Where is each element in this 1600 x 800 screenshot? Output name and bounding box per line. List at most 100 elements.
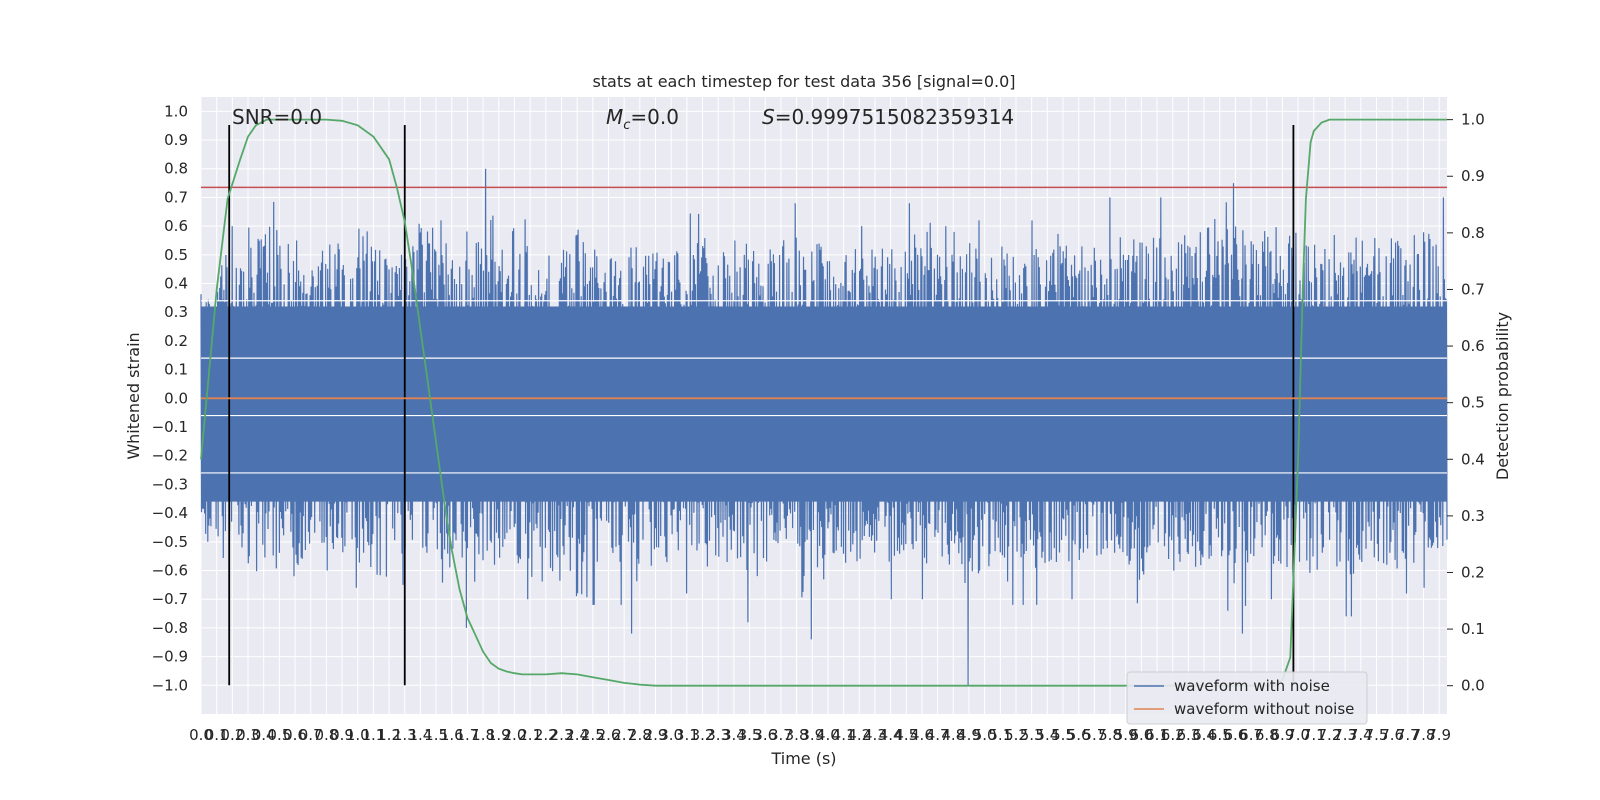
y-tick-label: −0.8: [152, 619, 188, 637]
x-tick-label: 3.2: [691, 726, 715, 744]
y-right-tick-label: 0.3: [1461, 507, 1485, 525]
x-tick-label: 2.5: [581, 726, 605, 744]
x-tick-label: 6.1: [1145, 726, 1169, 744]
x-tick-label: 5.9: [1114, 726, 1138, 744]
x-axis-label: Time (s): [770, 749, 836, 768]
legend-label-clean: waveform without noise: [1174, 700, 1354, 718]
x-tick-label: 2.9: [644, 726, 668, 744]
probability-line: [200, 118, 1447, 687]
y-right-tick-label: 0.6: [1461, 337, 1485, 355]
x-tick-label: 7.6: [1380, 726, 1404, 744]
x-tick-label: 2.6: [597, 726, 621, 744]
y-right-tick-label: 0.1: [1461, 620, 1485, 638]
y-right-tick-label: 0.9: [1461, 167, 1485, 185]
snr-annotation: SNR=0.0: [232, 105, 322, 129]
x-tick-label: 1.2: [377, 726, 401, 744]
y-tick-label: −0.3: [152, 475, 188, 493]
x-tick-label: 2.3: [550, 726, 574, 744]
legend-label-noise: waveform with noise: [1174, 677, 1330, 695]
x-tick-label: 0.9: [330, 726, 354, 744]
x-tick-label: 5.7: [1082, 726, 1106, 744]
x-tick-label: 0.6: [283, 726, 307, 744]
x-tick-label: 4.6: [910, 726, 934, 744]
y-tick-label: 0.5: [164, 246, 188, 264]
y-axis-label: Whitened strain: [124, 332, 143, 459]
x-tick-label: 2.4: [565, 726, 589, 744]
x-tick-label: 3.3: [706, 726, 730, 744]
x-tick-label: 4.7: [926, 726, 950, 744]
x-tick-label: 5.0: [973, 726, 997, 744]
x-tick-label: 4.8: [941, 726, 965, 744]
x-tick-label: 7.0: [1286, 726, 1310, 744]
y-tick-label: 0.2: [164, 332, 188, 350]
legend: waveform with noise waveform without noi…: [1126, 671, 1368, 725]
x-tick-label: 4.1: [832, 726, 856, 744]
x-tick-label: 0.2: [220, 726, 244, 744]
x-tick-label: 1.8: [471, 726, 495, 744]
x-tick-label: 7.2: [1318, 726, 1342, 744]
y-tick-label: 0.4: [164, 275, 188, 293]
noise-dense-band: [201, 306, 1447, 502]
x-tick-label: 3.0: [659, 726, 683, 744]
x-tick-label: 4.5: [894, 726, 918, 744]
x-tick-label: 1.5: [424, 726, 448, 744]
x-tick-label: 6.3: [1176, 726, 1200, 744]
y-tick-labels: 1.0 0.9 0.8 0.7 0.6 0.5 0.4 0.3 0.2 0.1 0.0 −0.1 −0.…: [152, 102, 188, 694]
x-tick-label: 4.2: [847, 726, 871, 744]
y-tick-label: −0.5: [152, 533, 188, 551]
x-tick-label: 0.3: [236, 726, 260, 744]
x-tick-label: 7.3: [1333, 726, 1357, 744]
x-tick-label: 3.9: [800, 726, 824, 744]
x-tick-label: 4.4: [879, 726, 903, 744]
y-tick-label: −0.9: [152, 648, 188, 666]
x-tick-label: 6.2: [1161, 726, 1185, 744]
y-tick-label: 0.3: [164, 303, 188, 321]
x-tick-label: 0.7: [299, 726, 323, 744]
y-right-tick-label: 0.2: [1461, 563, 1485, 581]
y-tick-label: 0.1: [164, 361, 188, 379]
x-tick-label: 5.8: [1098, 726, 1122, 744]
x-tick-label: 7.8: [1412, 726, 1436, 744]
y-tick-label: 0.6: [164, 217, 188, 235]
s-symbol: S: [762, 105, 775, 129]
y-tick-label: 1.0: [164, 102, 188, 120]
x-tick-label: 7.7: [1396, 726, 1420, 744]
y-tick-label: −0.2: [152, 447, 188, 465]
x-tick-label: 5.2: [1004, 726, 1028, 744]
x-tick-label: 6.9: [1271, 726, 1295, 744]
y-right-tick-label: 0.0: [1461, 677, 1485, 695]
x-tick-label: 1.7: [456, 726, 480, 744]
mc-value: =0.0: [630, 105, 679, 129]
x-tick-label: 5.6: [1067, 726, 1091, 744]
y-right-tick-label: 0.5: [1461, 394, 1485, 412]
x-tick-label: 5.5: [1051, 726, 1075, 744]
x-tick-label: 0.8: [314, 726, 338, 744]
x-tick-label: 3.6: [753, 726, 777, 744]
mc-annotation: Mc=0.0: [606, 105, 679, 133]
x-tick-label: 6.7: [1239, 726, 1263, 744]
x-tick-label: 7.9: [1427, 726, 1451, 744]
y-tick-label: 0.8: [164, 160, 188, 178]
y-tick-label: −0.6: [152, 562, 188, 580]
y-tick-label: −0.7: [152, 590, 188, 608]
x-tick-label: 0.1: [205, 726, 229, 744]
x-tick-label: 4.0: [816, 726, 840, 744]
x-tick-label: 0.0: [189, 726, 213, 744]
x-tick-label: 1.0: [346, 726, 370, 744]
y-tick-label: −0.4: [152, 504, 188, 522]
x-tick-label: 6.6: [1223, 726, 1247, 744]
x-tick-label: 7.5: [1365, 726, 1389, 744]
y-tick-label: 0.9: [164, 131, 188, 149]
x-tick-label: 3.5: [738, 726, 762, 744]
y-right-tick-label: 0.8: [1461, 224, 1485, 242]
y-tick-label: 0.0: [164, 389, 188, 407]
y-right-tick-labels: 1.0 0.9 0.8 0.7 0.6 0.5 0.4 0.3 0.2 0.1 0.0: [1447, 111, 1485, 695]
x-tick-label: 2.0: [503, 726, 527, 744]
x-tick-label: 0.4: [252, 726, 276, 744]
x-tick-label: 1.1: [361, 726, 385, 744]
x-tick-label: 1.6: [440, 726, 464, 744]
x-tick-label: 3.4: [722, 726, 746, 744]
x-tick-label: 7.1: [1302, 726, 1326, 744]
x-tick-label: 0.5: [267, 726, 291, 744]
mc-symbol: M: [606, 105, 623, 129]
